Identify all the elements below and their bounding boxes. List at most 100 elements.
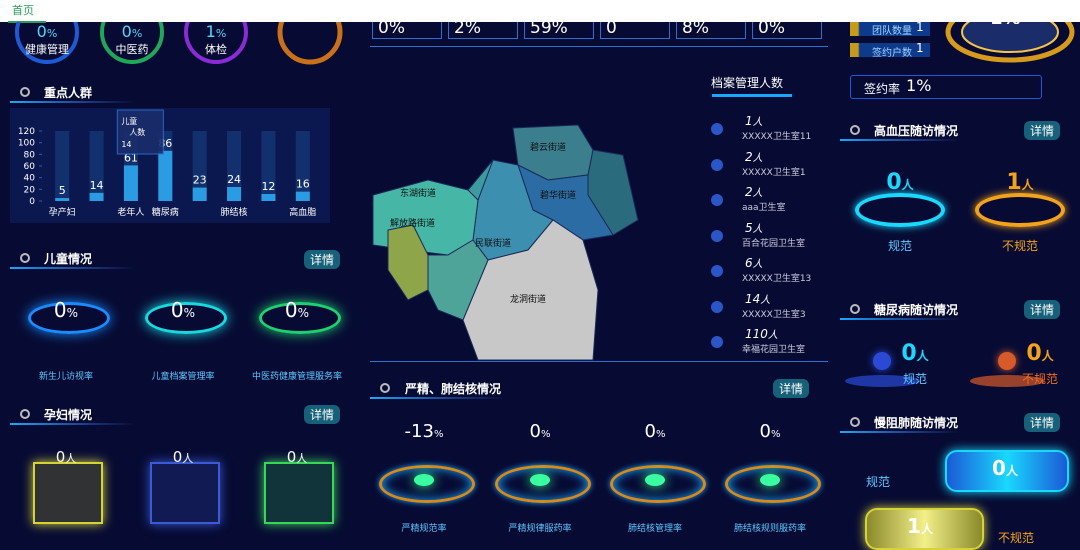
number: 8	[682, 18, 693, 38]
section-icon	[850, 125, 860, 135]
divider	[370, 361, 828, 362]
section-title: 儿童情况	[44, 252, 93, 266]
big-rate-number: 1	[990, 14, 1003, 24]
y-tick-label: 40	[24, 174, 36, 184]
rate-unit: %	[916, 76, 932, 95]
tooltip-name: 儿童	[121, 116, 137, 126]
unit: 人	[1041, 349, 1054, 363]
tooltip-value: 14	[121, 140, 131, 149]
rate-box	[850, 75, 1042, 99]
section-line	[840, 431, 960, 433]
bar-track	[89, 131, 104, 201]
count: 110	[745, 327, 768, 341]
item-icon	[711, 229, 723, 242]
platform-label: 严精规律服药率	[508, 524, 572, 534]
household-value: 1	[916, 41, 924, 55]
count: 2	[745, 185, 753, 199]
detail-button[interactable]: 详情	[1024, 121, 1061, 140]
item-name: XXXXX卫生室13	[742, 274, 812, 284]
bar	[89, 192, 104, 201]
number: 0	[121, 22, 132, 41]
unit: %	[46, 27, 58, 40]
bar	[192, 187, 207, 201]
unit: 人	[752, 223, 763, 235]
detail-button[interactable]: 详情	[1024, 300, 1061, 319]
household-bar	[850, 43, 930, 57]
number: 59	[530, 18, 552, 38]
number: 0	[1026, 341, 1042, 366]
district-label: 解放路街道	[390, 219, 436, 229]
value: 0%	[153, 298, 213, 322]
section-title: 糖尿病随访情况	[874, 303, 959, 317]
value: 0人	[267, 448, 327, 466]
ring	[259, 302, 341, 334]
bar	[227, 187, 242, 201]
platform-core	[414, 474, 434, 486]
unit: %	[297, 306, 310, 320]
bar-track	[227, 131, 242, 201]
item-count: 110人	[745, 326, 778, 341]
detail-button[interactable]: 详情	[773, 379, 810, 398]
big-rate-unit: %	[1003, 14, 1021, 24]
x-tick-label: 肺结核	[221, 206, 248, 218]
gauge	[15, 22, 79, 64]
ring-label: 中医药健康管理服务率	[251, 372, 342, 382]
number: 0	[758, 18, 769, 38]
platform-label: 肺结核规则服药率	[733, 524, 806, 534]
platform-core	[645, 474, 665, 486]
x-tick-label: 糖尿病	[152, 206, 179, 218]
value: 0%	[758, 18, 785, 38]
section-title: 慢阻肺随访情况	[874, 416, 959, 430]
value: 0%	[378, 18, 405, 38]
item-icon	[711, 194, 723, 206]
y-tick-label: 60	[24, 162, 36, 172]
section-icon	[850, 417, 860, 427]
rate-number: 1	[906, 76, 917, 95]
divider	[370, 46, 828, 47]
number: 1	[1006, 170, 1022, 195]
unit: %	[551, 18, 568, 38]
item-count: 6人	[745, 255, 763, 270]
detail-button[interactable]: 详情	[304, 250, 341, 269]
value: 0%	[505, 421, 575, 442]
capsule	[945, 450, 1069, 492]
bar-track	[295, 131, 310, 201]
y-tick-label: 0	[29, 197, 35, 207]
value: 0人	[36, 448, 96, 466]
section-icon	[850, 304, 860, 314]
item-count: 2人	[745, 149, 763, 164]
pedestal-icon	[998, 352, 1016, 370]
unit: %	[183, 306, 196, 320]
rate-value: 1%	[906, 76, 931, 95]
bar-track	[192, 131, 207, 201]
number: 0	[286, 448, 297, 466]
y-tick-label: 80	[24, 150, 36, 160]
platform	[379, 465, 475, 503]
nav-tab[interactable]: 首页	[8, 2, 46, 23]
status-label: 规范	[866, 475, 891, 489]
unit: %	[540, 429, 551, 440]
item-name: XXXXX卫生室3	[742, 309, 806, 320]
item-name: XXXXX卫生室1	[742, 167, 806, 178]
item-name: aaa卫生室	[742, 203, 786, 213]
unit: %	[433, 429, 444, 440]
bar-value: 14	[90, 179, 104, 192]
district-map	[372, 124, 639, 361]
ring	[28, 302, 110, 334]
unit: %	[464, 18, 481, 38]
platform-core	[760, 474, 780, 486]
pedestal-icon	[873, 352, 891, 370]
gauge-label: 健康管理	[25, 43, 69, 56]
platform	[725, 465, 821, 503]
platform-core	[530, 474, 550, 486]
number: 0	[378, 18, 389, 38]
unit: %	[215, 27, 227, 40]
detail-button[interactable]: 详情	[1024, 413, 1061, 432]
number: 0	[606, 18, 617, 38]
platform-label: 严精规范率	[401, 524, 447, 534]
gauge-label: 体检	[205, 43, 227, 56]
unit: 人	[752, 152, 763, 164]
detail-button[interactable]: 详情	[304, 405, 341, 424]
unit: 人	[916, 349, 929, 363]
bar-value: 12	[261, 180, 275, 193]
